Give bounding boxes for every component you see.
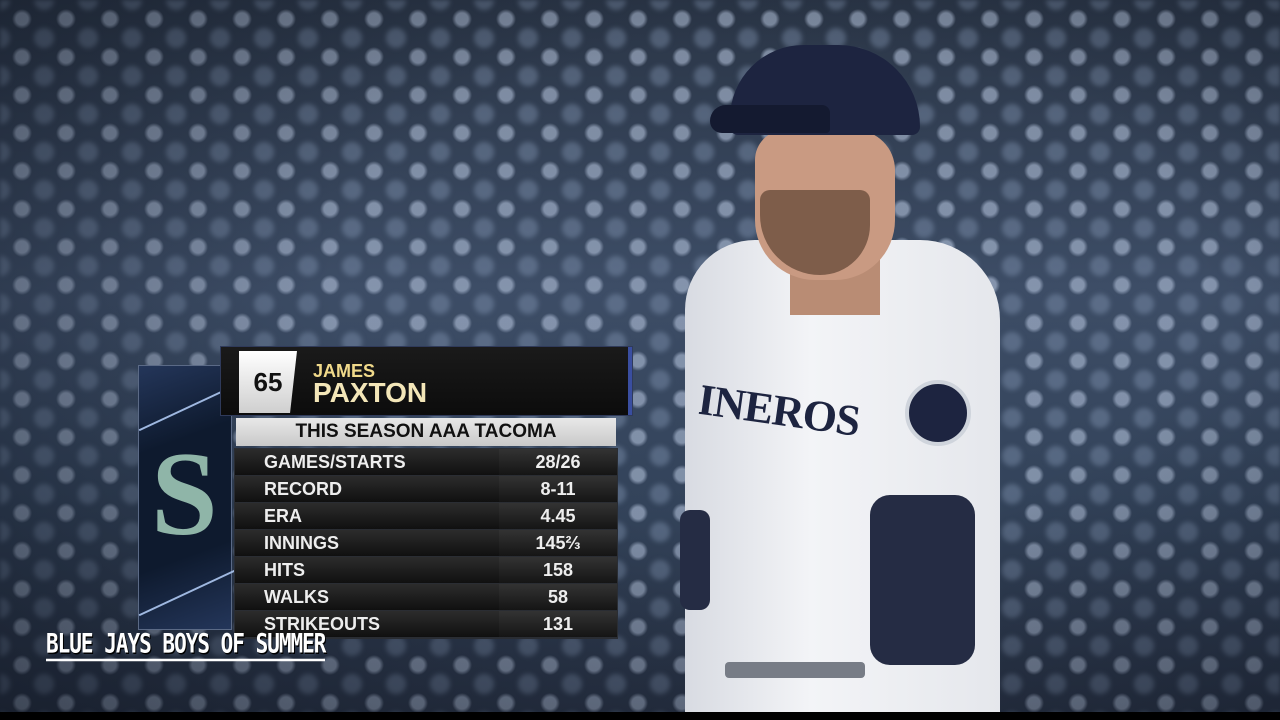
stat-label: HITS	[264, 560, 306, 580]
undershirt-sleeve-left	[680, 510, 710, 610]
stat-row: WALKS 58	[235, 584, 617, 610]
stat-value: 145⅔	[499, 530, 617, 556]
jersey-number: 65	[239, 351, 297, 413]
cap-brim	[710, 105, 830, 133]
stat-row: HITS 158	[235, 557, 617, 583]
stat-value: 131	[499, 611, 617, 637]
undershirt-sleeve	[870, 495, 975, 665]
player-first-name: JAMES	[313, 361, 376, 381]
player-last-name: PAXTON	[313, 377, 428, 408]
stats-subtitle: THIS SEASON AAA TACOMA	[236, 418, 616, 446]
stat-label: GAMES/STARTS	[264, 452, 406, 472]
channel-watermark: BLUE JAYS BOYS OF SUMMER	[46, 629, 326, 662]
stat-row: INNINGS 145⅔	[235, 530, 617, 556]
letterbox-bar	[0, 712, 1280, 720]
stat-label: INNINGS	[264, 533, 340, 553]
belt	[725, 662, 865, 678]
stat-row: RECORD 8-11	[235, 476, 617, 502]
stat-value: 28/26	[499, 449, 617, 475]
stat-value: 158	[499, 557, 617, 583]
team-logo-panel: S	[138, 365, 240, 630]
pitcher-figure: MARINEROS	[670, 40, 1010, 720]
stat-label: RECORD	[264, 479, 343, 499]
sleeve-patch-icon	[905, 380, 971, 446]
stat-value: 8-11	[499, 476, 617, 502]
stat-row: ERA 4.45	[235, 503, 617, 529]
stat-label: ERA	[264, 506, 303, 526]
stats-table: GAMES/STARTS 28/26 RECORD 8-11 ERA 4.45 INN…	[234, 448, 618, 639]
mariners-logo-icon: S	[151, 427, 218, 560]
stat-value: 4.45	[499, 503, 617, 529]
stat-row: GAMES/STARTS 28/26	[235, 449, 617, 475]
stat-row: STRIKEOUTS 131	[235, 611, 617, 637]
accent-line	[138, 567, 240, 617]
stat-label: STRIKEOUTS	[264, 614, 381, 634]
stat-label: WALKS	[264, 587, 329, 607]
player-name-header: 65 JAMES PAXTON	[220, 346, 633, 416]
stat-value: 58	[499, 584, 617, 610]
